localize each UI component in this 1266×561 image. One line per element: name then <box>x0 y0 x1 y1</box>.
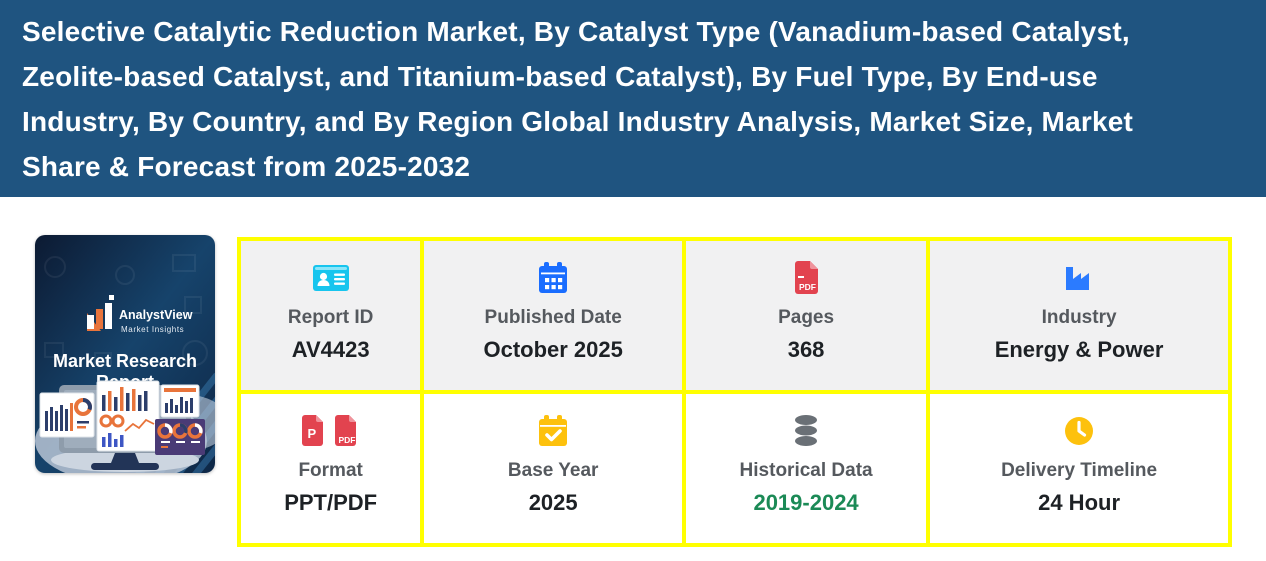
report-thumbnail[interactable]: AnalystView Market Insights Market Resea… <box>35 235 215 473</box>
pdf-file-icon: PDF <box>791 259 821 297</box>
info-card-value: 368 <box>787 337 825 362</box>
info-card-pages: PDF Pages 368 <box>686 241 927 390</box>
analystview-logo-icon <box>87 295 114 331</box>
calendar-icon <box>535 259 571 297</box>
info-card-value: AV4423 <box>291 337 370 362</box>
info-card-label: Pages <box>778 307 835 328</box>
thumbnail-caption-line1: Market Research <box>53 351 197 371</box>
info-card-label: Historical Data <box>739 460 873 481</box>
info-card-label: Format <box>298 460 363 481</box>
chart-card-left <box>39 392 95 438</box>
database-icon <box>790 412 822 450</box>
info-card-historical-data: Historical Data 2019-2024 <box>686 394 927 543</box>
ppt-pdf-files-icon: P PDF <box>298 412 364 450</box>
info-card-published-date: Published Date October 2025 <box>424 241 683 390</box>
info-card-label: Published Date <box>484 307 622 328</box>
report-info-grid: Report ID AV4423 <box>237 237 1232 547</box>
background-pattern <box>44 254 208 442</box>
info-card-base-year: Base Year 2025 <box>424 394 683 543</box>
info-card-label: Industry <box>1041 307 1117 328</box>
page-title: Selective Catalytic Reduction Market, By… <box>22 16 1134 182</box>
info-card-format: P PDF Format PPT/PDF <box>241 394 421 543</box>
brand-name: AnalystView <box>119 308 193 322</box>
info-card-label: Delivery Timeline <box>1001 460 1158 481</box>
info-card-value: 24 Hour <box>1038 490 1121 515</box>
info-card-label: Report ID <box>287 307 374 328</box>
info-card-value: Energy & Power <box>994 337 1164 362</box>
info-card-value: 2025 <box>528 490 578 515</box>
chart-card-center <box>96 380 160 452</box>
info-card-value: 2019-2024 <box>753 490 859 515</box>
info-card-industry: Industry Energy & Power <box>930 241 1228 390</box>
brand-tagline: Market Insights <box>121 325 184 334</box>
report-summary-section: AnalystView Market Insights Market Resea… <box>0 197 1266 561</box>
info-card-value: PPT/PDF <box>284 490 378 515</box>
info-card-delivery-timeline: Delivery Timeline 24 Hour <box>930 394 1228 543</box>
info-card-label: Base Year <box>507 460 599 481</box>
info-card-value: October 2025 <box>483 337 623 362</box>
svg-text:PDF: PDF <box>799 282 816 292</box>
report-title-banner: Selective Catalytic Reduction Market, By… <box>0 0 1266 197</box>
chart-card-right <box>160 384 200 418</box>
svg-text:P: P <box>307 426 316 441</box>
chart-card-purple <box>155 419 205 455</box>
calendar-check-icon <box>535 412 571 450</box>
info-card-report-id: Report ID AV4423 <box>241 241 421 390</box>
factory-icon <box>1060 259 1098 297</box>
clock-icon <box>1062 412 1096 450</box>
id-card-icon <box>310 259 352 297</box>
svg-text:PDF: PDF <box>338 435 355 445</box>
report-cover-art: AnalystView Market Insights Market Resea… <box>35 235 215 473</box>
